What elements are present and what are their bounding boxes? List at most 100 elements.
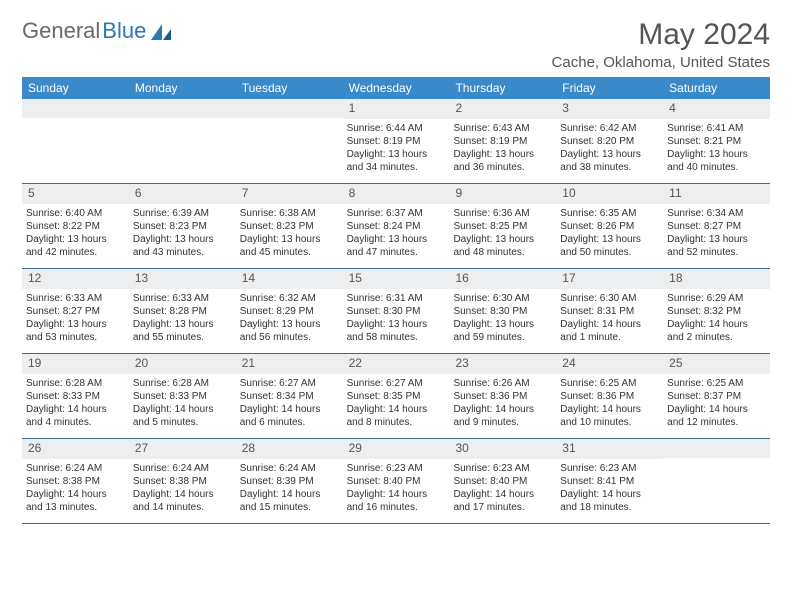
day-number: 12 xyxy=(22,269,129,289)
sunset-text: Sunset: 8:22 PM xyxy=(26,220,125,233)
day-header-row: SundayMondayTuesdayWednesdayThursdayFrid… xyxy=(22,77,770,99)
daylight-text: Daylight: 13 hours and 55 minutes. xyxy=(133,318,232,344)
calendar-cell xyxy=(663,439,770,523)
day-number: 25 xyxy=(663,354,770,374)
sunrise-text: Sunrise: 6:40 AM xyxy=(26,207,125,220)
calendar-cell: 16Sunrise: 6:30 AMSunset: 8:30 PMDayligh… xyxy=(449,269,556,353)
sunrise-text: Sunrise: 6:23 AM xyxy=(347,462,446,475)
sunrise-text: Sunrise: 6:28 AM xyxy=(133,377,232,390)
daylight-text: Daylight: 14 hours and 6 minutes. xyxy=(240,403,339,429)
sunset-text: Sunset: 8:25 PM xyxy=(453,220,552,233)
sunrise-text: Sunrise: 6:26 AM xyxy=(453,377,552,390)
sunrise-text: Sunrise: 6:28 AM xyxy=(26,377,125,390)
day-number: 23 xyxy=(449,354,556,374)
day-number: 9 xyxy=(449,184,556,204)
day-number xyxy=(129,99,236,118)
day-number: 24 xyxy=(556,354,663,374)
daylight-text: Daylight: 13 hours and 34 minutes. xyxy=(347,148,446,174)
day-number: 11 xyxy=(663,184,770,204)
calendar-cell xyxy=(129,99,236,183)
location: Cache, Oklahoma, United States xyxy=(552,54,770,71)
sunrise-text: Sunrise: 6:24 AM xyxy=(240,462,339,475)
daylight-text: Daylight: 14 hours and 4 minutes. xyxy=(26,403,125,429)
daylight-text: Daylight: 13 hours and 56 minutes. xyxy=(240,318,339,344)
calendar-cell: 22Sunrise: 6:27 AMSunset: 8:35 PMDayligh… xyxy=(343,354,450,438)
sunrise-text: Sunrise: 6:38 AM xyxy=(240,207,339,220)
daylight-text: Daylight: 14 hours and 8 minutes. xyxy=(347,403,446,429)
day-number: 27 xyxy=(129,439,236,459)
sunset-text: Sunset: 8:28 PM xyxy=(133,305,232,318)
day-number xyxy=(236,99,343,118)
day-number: 1 xyxy=(343,99,450,119)
sunset-text: Sunset: 8:27 PM xyxy=(26,305,125,318)
day-number: 30 xyxy=(449,439,556,459)
daylight-text: Daylight: 13 hours and 45 minutes. xyxy=(240,233,339,259)
daylight-text: Daylight: 13 hours and 50 minutes. xyxy=(560,233,659,259)
day-number: 5 xyxy=(22,184,129,204)
daylight-text: Daylight: 13 hours and 52 minutes. xyxy=(667,233,766,259)
sunrise-text: Sunrise: 6:27 AM xyxy=(240,377,339,390)
sunrise-text: Sunrise: 6:25 AM xyxy=(560,377,659,390)
sunset-text: Sunset: 8:30 PM xyxy=(453,305,552,318)
day-number: 2 xyxy=(449,99,556,119)
sunset-text: Sunset: 8:26 PM xyxy=(560,220,659,233)
logo: GeneralBlue xyxy=(22,18,172,44)
logo-sail-icon xyxy=(150,23,172,41)
sunrise-text: Sunrise: 6:30 AM xyxy=(453,292,552,305)
sunset-text: Sunset: 8:41 PM xyxy=(560,475,659,488)
calendar-cell: 11Sunrise: 6:34 AMSunset: 8:27 PMDayligh… xyxy=(663,184,770,268)
sunset-text: Sunset: 8:27 PM xyxy=(667,220,766,233)
daylight-text: Daylight: 14 hours and 17 minutes. xyxy=(453,488,552,514)
calendar-cell: 20Sunrise: 6:28 AMSunset: 8:33 PMDayligh… xyxy=(129,354,236,438)
sunrise-text: Sunrise: 6:29 AM xyxy=(667,292,766,305)
daylight-text: Daylight: 13 hours and 48 minutes. xyxy=(453,233,552,259)
calendar-cell: 4Sunrise: 6:41 AMSunset: 8:21 PMDaylight… xyxy=(663,99,770,183)
sunrise-text: Sunrise: 6:32 AM xyxy=(240,292,339,305)
header: GeneralBlue May 2024 Cache, Oklahoma, Un… xyxy=(22,18,770,71)
daylight-text: Daylight: 14 hours and 12 minutes. xyxy=(667,403,766,429)
daylight-text: Daylight: 14 hours and 16 minutes. xyxy=(347,488,446,514)
month-title: May 2024 xyxy=(552,18,770,52)
sunset-text: Sunset: 8:32 PM xyxy=(667,305,766,318)
sunrise-text: Sunrise: 6:33 AM xyxy=(133,292,232,305)
sunset-text: Sunset: 8:30 PM xyxy=(347,305,446,318)
day-number: 22 xyxy=(343,354,450,374)
calendar-cell: 13Sunrise: 6:33 AMSunset: 8:28 PMDayligh… xyxy=(129,269,236,353)
calendar-cell: 14Sunrise: 6:32 AMSunset: 8:29 PMDayligh… xyxy=(236,269,343,353)
day-number: 21 xyxy=(236,354,343,374)
calendar-cell: 12Sunrise: 6:33 AMSunset: 8:27 PMDayligh… xyxy=(22,269,129,353)
calendar: SundayMondayTuesdayWednesdayThursdayFrid… xyxy=(22,77,770,524)
daylight-text: Daylight: 13 hours and 53 minutes. xyxy=(26,318,125,344)
logo-text-blue: Blue xyxy=(102,18,146,44)
daylight-text: Daylight: 13 hours and 59 minutes. xyxy=(453,318,552,344)
calendar-cell: 24Sunrise: 6:25 AMSunset: 8:36 PMDayligh… xyxy=(556,354,663,438)
daylight-text: Daylight: 14 hours and 9 minutes. xyxy=(453,403,552,429)
day-number: 26 xyxy=(22,439,129,459)
sunset-text: Sunset: 8:23 PM xyxy=(133,220,232,233)
calendar-cell: 21Sunrise: 6:27 AMSunset: 8:34 PMDayligh… xyxy=(236,354,343,438)
sunset-text: Sunset: 8:23 PM xyxy=(240,220,339,233)
calendar-cell: 29Sunrise: 6:23 AMSunset: 8:40 PMDayligh… xyxy=(343,439,450,523)
sunset-text: Sunset: 8:36 PM xyxy=(453,390,552,403)
calendar-week: 1Sunrise: 6:44 AMSunset: 8:19 PMDaylight… xyxy=(22,99,770,184)
day-header-cell: Saturday xyxy=(663,77,770,99)
sunrise-text: Sunrise: 6:39 AM xyxy=(133,207,232,220)
daylight-text: Daylight: 13 hours and 47 minutes. xyxy=(347,233,446,259)
calendar-cell: 15Sunrise: 6:31 AMSunset: 8:30 PMDayligh… xyxy=(343,269,450,353)
sunrise-text: Sunrise: 6:42 AM xyxy=(560,122,659,135)
daylight-text: Daylight: 14 hours and 18 minutes. xyxy=(560,488,659,514)
day-number: 6 xyxy=(129,184,236,204)
calendar-cell: 25Sunrise: 6:25 AMSunset: 8:37 PMDayligh… xyxy=(663,354,770,438)
calendar-cell: 30Sunrise: 6:23 AMSunset: 8:40 PMDayligh… xyxy=(449,439,556,523)
sunrise-text: Sunrise: 6:30 AM xyxy=(560,292,659,305)
title-block: May 2024 Cache, Oklahoma, United States xyxy=(552,18,770,71)
day-number: 31 xyxy=(556,439,663,459)
calendar-cell: 2Sunrise: 6:43 AMSunset: 8:19 PMDaylight… xyxy=(449,99,556,183)
daylight-text: Daylight: 14 hours and 1 minute. xyxy=(560,318,659,344)
day-header-cell: Monday xyxy=(129,77,236,99)
sunset-text: Sunset: 8:40 PM xyxy=(347,475,446,488)
calendar-cell: 31Sunrise: 6:23 AMSunset: 8:41 PMDayligh… xyxy=(556,439,663,523)
daylight-text: Daylight: 13 hours and 58 minutes. xyxy=(347,318,446,344)
sunset-text: Sunset: 8:37 PM xyxy=(667,390,766,403)
sunset-text: Sunset: 8:19 PM xyxy=(453,135,552,148)
